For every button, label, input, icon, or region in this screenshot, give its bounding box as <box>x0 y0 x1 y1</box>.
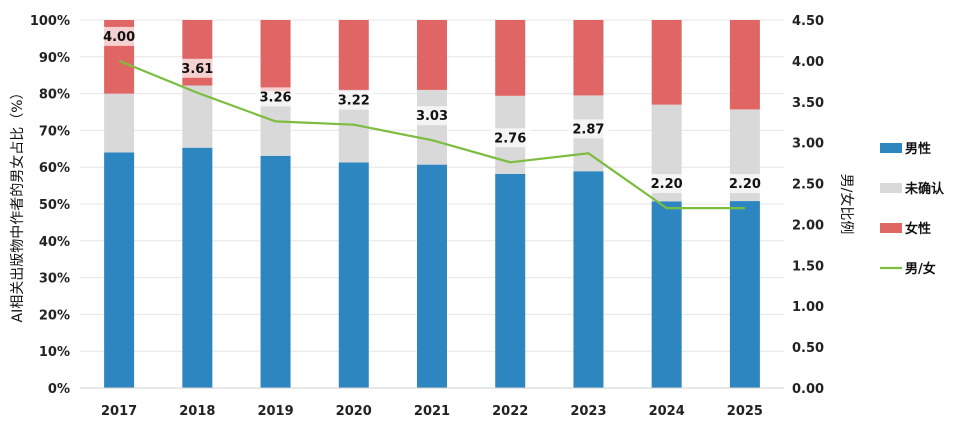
y-tick-label: 10% <box>39 345 70 360</box>
bar-女性-2021 <box>417 20 447 90</box>
y2-tick-label: 2.00 <box>792 218 824 233</box>
bar-女性-2019 <box>260 20 291 92</box>
data-label-bg <box>724 174 765 194</box>
x-tick-label: 2021 <box>414 404 450 419</box>
y-tick-label: 0% <box>48 382 70 397</box>
y2-tick-label: 1.50 <box>792 259 824 274</box>
x-tick-label: 2018 <box>179 404 215 419</box>
bar-男性-2025 <box>729 201 760 388</box>
y2-tick-label: 2.50 <box>792 178 824 193</box>
data-label: 2.20 <box>651 177 683 192</box>
y2-tick-label: 4.00 <box>792 55 824 70</box>
y-tick-label: 40% <box>39 235 70 250</box>
bar-女性-2025 <box>729 20 760 110</box>
bar-男性-2020 <box>338 162 369 388</box>
data-label-bg <box>646 174 687 194</box>
bar-女性-2020 <box>338 20 369 90</box>
ratio-line <box>118 59 745 210</box>
bar-未确认-2018 <box>182 85 213 148</box>
y2-tick-label: 4.50 <box>792 14 824 29</box>
data-label-bg <box>490 128 531 148</box>
data-label: 2.20 <box>729 177 761 192</box>
x-tick-label: 2017 <box>101 404 137 419</box>
legend-label: 男性 <box>905 141 931 157</box>
x-tick-label: 2019 <box>257 404 293 419</box>
data-label: 3.03 <box>416 109 448 124</box>
data-label: 3.26 <box>260 90 292 105</box>
bar-女性-2023 <box>573 20 604 96</box>
data-label: 2.76 <box>494 131 526 146</box>
bar-女性-2022 <box>495 20 526 96</box>
data-label: 2.87 <box>572 122 604 137</box>
data-label: 3.61 <box>181 62 213 77</box>
bar-男性-2018 <box>182 147 213 388</box>
y-axis-title: AI相关出版物中作者的男女占比（%） <box>9 85 26 322</box>
y-tick-label: 70% <box>39 124 70 139</box>
x-tick-label: 2025 <box>727 404 763 419</box>
bar-男性-2022 <box>495 173 526 388</box>
legend-swatch <box>880 183 902 193</box>
y-tick-label: 100% <box>30 14 70 29</box>
y2-tick-label: 3.00 <box>792 137 824 152</box>
data-label-bg <box>333 90 374 110</box>
y-tick-label: 30% <box>39 272 70 287</box>
bar-男性-2024 <box>651 201 682 388</box>
y2-tick-label: 0.00 <box>792 382 824 397</box>
x-tick-label: 2023 <box>570 404 606 419</box>
data-label-bg <box>177 58 218 78</box>
data-label: 3.22 <box>338 94 370 109</box>
data-label-bg <box>99 26 140 46</box>
legend-swatch <box>880 223 902 233</box>
y-tick-label: 50% <box>39 198 70 213</box>
legend-label: 男/女 <box>905 261 936 277</box>
data-label-bg <box>412 106 452 126</box>
y-tick-label: 60% <box>39 161 70 176</box>
legend-label: 未确认 <box>904 181 945 197</box>
y2-tick-label: 0.50 <box>792 341 824 356</box>
bar-未确认-2017 <box>104 93 135 153</box>
x-tick-label: 2020 <box>336 404 372 419</box>
legend-swatch <box>880 143 902 153</box>
legend-label: 女性 <box>905 221 931 237</box>
x-tick-label: 2024 <box>649 404 685 419</box>
y2-axis-title: 男/女比例 <box>838 174 855 235</box>
bar-男性-2021 <box>417 164 447 388</box>
bar-男性-2017 <box>104 152 135 388</box>
y2-tick-label: 3.50 <box>792 96 824 111</box>
bar-男性-2023 <box>573 171 604 388</box>
data-label: 4.00 <box>103 30 135 45</box>
data-label-bg <box>255 87 296 107</box>
bar-未确认-2021 <box>417 89 447 165</box>
bar-男性-2019 <box>260 155 291 388</box>
y2-tick-label: 1.00 <box>792 300 824 315</box>
y-tick-label: 80% <box>39 88 70 103</box>
y-tick-label: 90% <box>39 51 70 66</box>
y-tick-label: 20% <box>39 308 70 323</box>
x-tick-label: 2022 <box>492 404 528 419</box>
data-label-bg <box>568 119 609 139</box>
bar-女性-2024 <box>651 20 682 105</box>
